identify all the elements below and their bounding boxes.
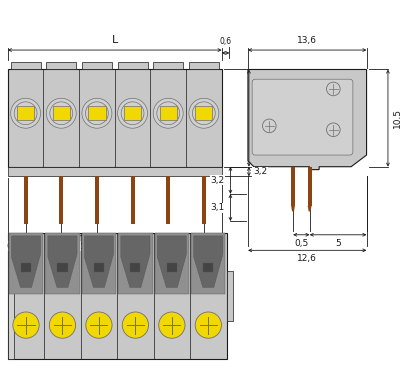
Circle shape: [159, 312, 185, 338]
Polygon shape: [12, 236, 40, 288]
Text: 3,2: 3,2: [210, 176, 225, 185]
Bar: [8, 233, 226, 359]
Text: 0,6: 0,6: [220, 37, 232, 46]
Bar: [166, 176, 170, 217]
Text: 3,5: 3,5: [72, 242, 86, 251]
Circle shape: [82, 98, 112, 128]
Text: 3,1: 3,1: [210, 203, 225, 212]
Bar: [202, 176, 206, 217]
Bar: [94, 263, 104, 272]
Bar: [82, 62, 112, 70]
Text: 13,6: 13,6: [297, 36, 317, 45]
Circle shape: [195, 312, 222, 338]
Bar: [124, 106, 141, 120]
Bar: [203, 263, 214, 272]
Bar: [167, 263, 177, 272]
Bar: [88, 106, 106, 120]
Polygon shape: [248, 70, 366, 170]
Text: 12,6: 12,6: [297, 254, 317, 263]
Polygon shape: [95, 217, 99, 224]
Polygon shape: [59, 217, 63, 224]
Bar: [11, 62, 40, 70]
Bar: [95, 176, 99, 217]
Bar: [24, 176, 28, 217]
Bar: [118, 62, 148, 70]
Polygon shape: [84, 236, 114, 288]
Bar: [189, 62, 219, 70]
Bar: [45, 233, 80, 293]
Polygon shape: [202, 217, 206, 224]
Bar: [226, 271, 233, 321]
Bar: [57, 263, 68, 272]
Circle shape: [153, 98, 183, 128]
Polygon shape: [24, 217, 28, 224]
Text: 0,5: 0,5: [294, 239, 308, 248]
Circle shape: [46, 98, 76, 128]
Text: 10,5: 10,5: [254, 108, 263, 128]
Text: 3,2: 3,2: [254, 167, 268, 176]
Bar: [8, 167, 222, 176]
Polygon shape: [157, 236, 186, 288]
Polygon shape: [48, 236, 77, 288]
FancyBboxPatch shape: [252, 79, 353, 155]
Polygon shape: [166, 217, 170, 224]
Bar: [8, 70, 222, 167]
Bar: [46, 62, 76, 70]
Polygon shape: [308, 205, 312, 212]
Circle shape: [13, 312, 39, 338]
Bar: [291, 167, 295, 205]
Bar: [17, 106, 34, 120]
Circle shape: [118, 98, 148, 128]
Text: 0,75: 0,75: [7, 242, 27, 251]
Bar: [131, 176, 134, 217]
Bar: [191, 233, 226, 293]
Bar: [155, 233, 189, 293]
Text: 2: 2: [210, 242, 216, 251]
Bar: [153, 62, 183, 70]
Circle shape: [122, 312, 148, 338]
Bar: [308, 167, 312, 205]
Bar: [53, 106, 70, 120]
Bar: [118, 233, 152, 293]
Circle shape: [49, 312, 76, 338]
Polygon shape: [291, 205, 295, 212]
Circle shape: [189, 98, 219, 128]
Bar: [9, 233, 43, 293]
Text: L: L: [112, 35, 118, 45]
Bar: [130, 263, 140, 272]
Polygon shape: [121, 236, 150, 288]
Circle shape: [11, 98, 40, 128]
Bar: [195, 106, 212, 120]
Bar: [59, 176, 63, 217]
Bar: [21, 263, 31, 272]
Bar: [160, 106, 177, 120]
Text: 10,5: 10,5: [393, 108, 400, 128]
Polygon shape: [194, 236, 223, 288]
Bar: [8, 233, 14, 359]
Circle shape: [86, 312, 112, 338]
Bar: [82, 233, 116, 293]
Text: 5: 5: [335, 239, 341, 248]
Polygon shape: [131, 217, 134, 224]
